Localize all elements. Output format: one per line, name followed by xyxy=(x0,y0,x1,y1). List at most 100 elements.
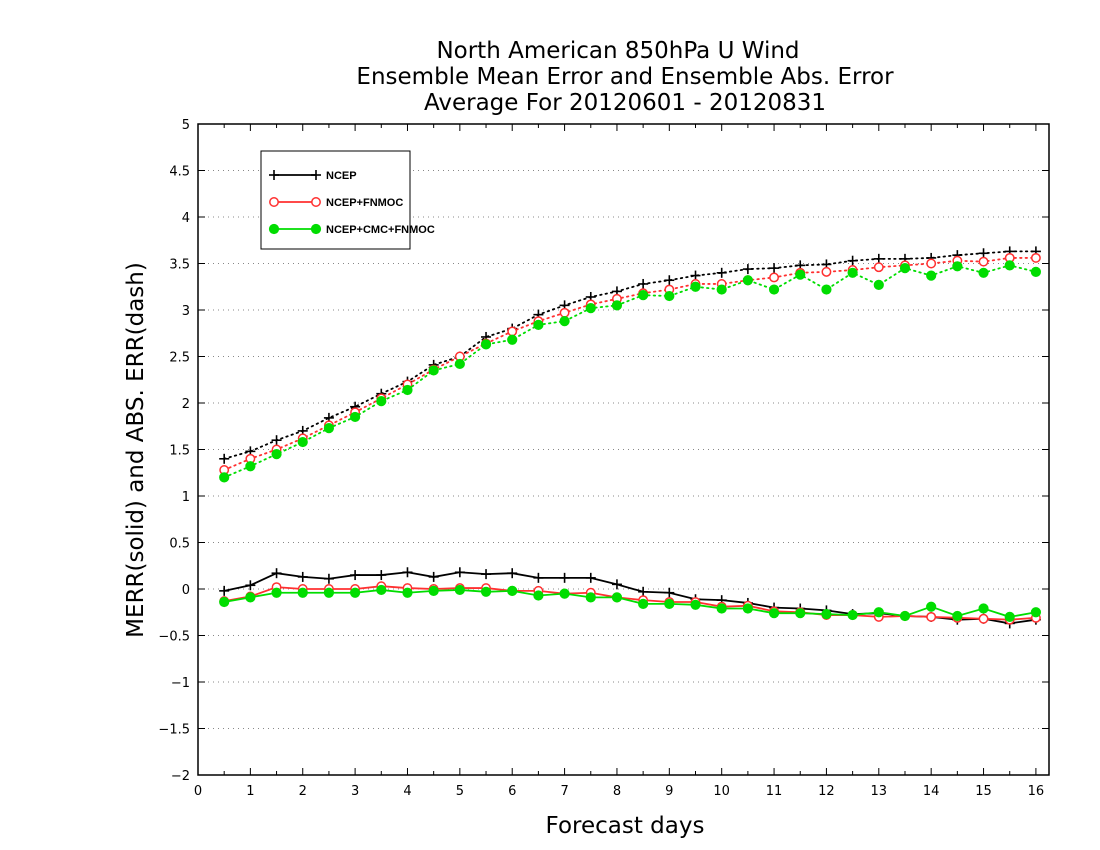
chart-title-line-3: Average For 20120601 - 20120831 xyxy=(424,90,826,116)
x-tick-label: 6 xyxy=(508,784,516,799)
x-tick-label: 7 xyxy=(560,784,568,799)
merr-point-ncep-cmc-fnmoc xyxy=(323,587,335,598)
merr-point-ncep xyxy=(323,573,334,584)
merr-point-ncep-cmc-fnmoc xyxy=(716,603,727,614)
abs-err-point-ncep-cmc-fnmoc xyxy=(952,261,963,272)
abs-err-point-ncep-cmc-fnmoc xyxy=(402,384,413,396)
merr-point-ncep-cmc-fnmoc xyxy=(1030,607,1042,618)
y-tick-label: 1.5 xyxy=(169,444,190,459)
x-tick-label: 1 xyxy=(246,784,254,799)
abs-err-point-ncep-fnmoc xyxy=(1030,252,1041,263)
merr-point-ncep-cmc-fnmoc xyxy=(533,590,544,601)
merr-point-ncep xyxy=(585,572,596,583)
abs-err-line-ncep xyxy=(223,250,1037,460)
x-tick-label: 0 xyxy=(194,784,202,799)
x-tick-label: 16 xyxy=(1028,784,1045,799)
abs-err-point-ncep-fnmoc xyxy=(926,258,937,269)
merr-point-ncep xyxy=(271,568,282,579)
y-tick-label: 3 xyxy=(182,304,190,319)
abs-err-point-ncep-cmc-fnmoc xyxy=(742,275,753,286)
merr-point-ncep-cmc-fnmoc xyxy=(742,603,753,614)
abs-err-point-ncep-cmc-fnmoc xyxy=(926,270,937,281)
abs-err-point-ncep-cmc-fnmoc xyxy=(297,436,308,448)
chart-title-line-1: North American 850hPa U Wind xyxy=(436,38,799,64)
legend-label: NCEP xyxy=(326,170,357,182)
y-tick-label: 4 xyxy=(182,211,190,226)
merr-point-ncep-fnmoc xyxy=(926,611,937,622)
merr-point-ncep xyxy=(454,567,465,578)
abs-err-point-ncep xyxy=(873,253,884,264)
merr-point-ncep xyxy=(350,570,361,581)
merr-point-ncep-cmc-fnmoc xyxy=(585,592,596,603)
merr-point-ncep xyxy=(533,572,544,583)
abs-err-point-ncep-cmc-fnmoc xyxy=(350,411,361,423)
legend: NCEP NCEP+FNMOC NCEP+CMC+FNMOC xyxy=(260,150,435,250)
x-tick-label: 14 xyxy=(923,784,940,799)
merr-point-ncep-cmc-fnmoc xyxy=(926,601,937,612)
y-tick-label: −1 xyxy=(171,676,190,691)
abs-err-point-ncep xyxy=(664,275,675,286)
legend-marker xyxy=(269,170,279,180)
merr-line-ncep-fnmoc xyxy=(224,585,1036,621)
merr-point-ncep-cmc-fnmoc xyxy=(245,592,256,603)
abs-err-point-ncep-cmc-fnmoc xyxy=(454,358,465,370)
legend-marker xyxy=(268,223,280,235)
merr-point-ncep xyxy=(428,571,439,582)
abs-err-point-ncep-fnmoc xyxy=(978,256,989,267)
abs-err-point-ncep-cmc-fnmoc xyxy=(638,290,649,301)
merr-point-ncep xyxy=(219,585,230,596)
abs-err-point-ncep xyxy=(742,264,753,275)
y-tick-label: −2 xyxy=(171,769,190,784)
abs-err-point-ncep-cmc-fnmoc xyxy=(376,396,387,407)
merr-point-ncep xyxy=(402,567,413,578)
merr-point-ncep-cmc-fnmoc xyxy=(821,609,832,620)
abs-err-point-ncep-cmc-fnmoc xyxy=(978,267,989,278)
abs-err-point-ncep-cmc-fnmoc xyxy=(533,319,544,330)
abs-err-line-ncep-fnmoc xyxy=(223,257,1037,471)
abs-err-point-ncep-cmc-fnmoc xyxy=(1030,266,1042,277)
abs-err-point-ncep xyxy=(638,278,649,289)
merr-point-ncep-fnmoc xyxy=(978,613,989,624)
x-tick-label: 5 xyxy=(456,784,464,799)
y-tick-label: −0.5 xyxy=(158,630,190,645)
abs-err-point-ncep-cmc-fnmoc xyxy=(716,284,727,295)
merr-point-ncep-cmc-fnmoc xyxy=(297,587,308,598)
merr-point-ncep xyxy=(559,572,570,583)
merr-point-ncep-cmc-fnmoc xyxy=(952,610,963,622)
merr-point-ncep-cmc-fnmoc xyxy=(376,584,387,596)
x-tick-label: 8 xyxy=(613,784,621,799)
abs-err-point-ncep-cmc-fnmoc xyxy=(219,472,230,483)
y-tick-label: 4.5 xyxy=(169,165,190,180)
abs-err-point-ncep-cmc-fnmoc xyxy=(611,300,623,311)
abs-err-point-ncep-cmc-fnmoc xyxy=(245,461,256,472)
x-tick-label: 13 xyxy=(871,784,888,799)
x-tick-label: 15 xyxy=(975,784,992,799)
y-tick-label: 0 xyxy=(182,583,190,598)
merr-point-ncep-cmc-fnmoc xyxy=(664,598,675,609)
x-tick-label: 2 xyxy=(299,784,307,799)
merr-point-ncep-cmc-fnmoc xyxy=(454,584,465,596)
merr-point-ncep-cmc-fnmoc xyxy=(899,610,911,622)
merr-point-ncep-cmc-fnmoc xyxy=(1004,611,1015,623)
abs-err-point-ncep-cmc-fnmoc xyxy=(323,423,335,434)
legend-marker xyxy=(311,197,321,207)
abs-err-point-ncep-cmc-fnmoc xyxy=(873,279,884,290)
legend-label: NCEP+FNMOC xyxy=(326,197,403,209)
merr-point-ncep xyxy=(638,586,649,597)
abs-err-point-ncep-cmc-fnmoc xyxy=(507,334,518,345)
abs-err-point-ncep xyxy=(978,248,989,259)
abs-err-point-ncep xyxy=(716,267,727,278)
chart-title-line-2: Ensemble Mean Error and Ensemble Abs. Er… xyxy=(356,64,894,90)
merr-point-ncep xyxy=(507,568,518,579)
merr-point-ncep-cmc-fnmoc xyxy=(611,592,623,603)
x-tick-label: 3 xyxy=(351,784,359,799)
x-tick-label: 12 xyxy=(818,784,835,799)
legend-box xyxy=(260,150,411,250)
x-axis-label: Forecast days xyxy=(546,813,705,839)
abs-err-point-ncep-cmc-fnmoc xyxy=(1004,260,1015,271)
merr-point-ncep xyxy=(611,579,622,590)
x-tick-label: 9 xyxy=(665,784,673,799)
abs-err-point-ncep-cmc-fnmoc xyxy=(428,365,439,376)
y-tick-label: 5 xyxy=(182,118,190,133)
